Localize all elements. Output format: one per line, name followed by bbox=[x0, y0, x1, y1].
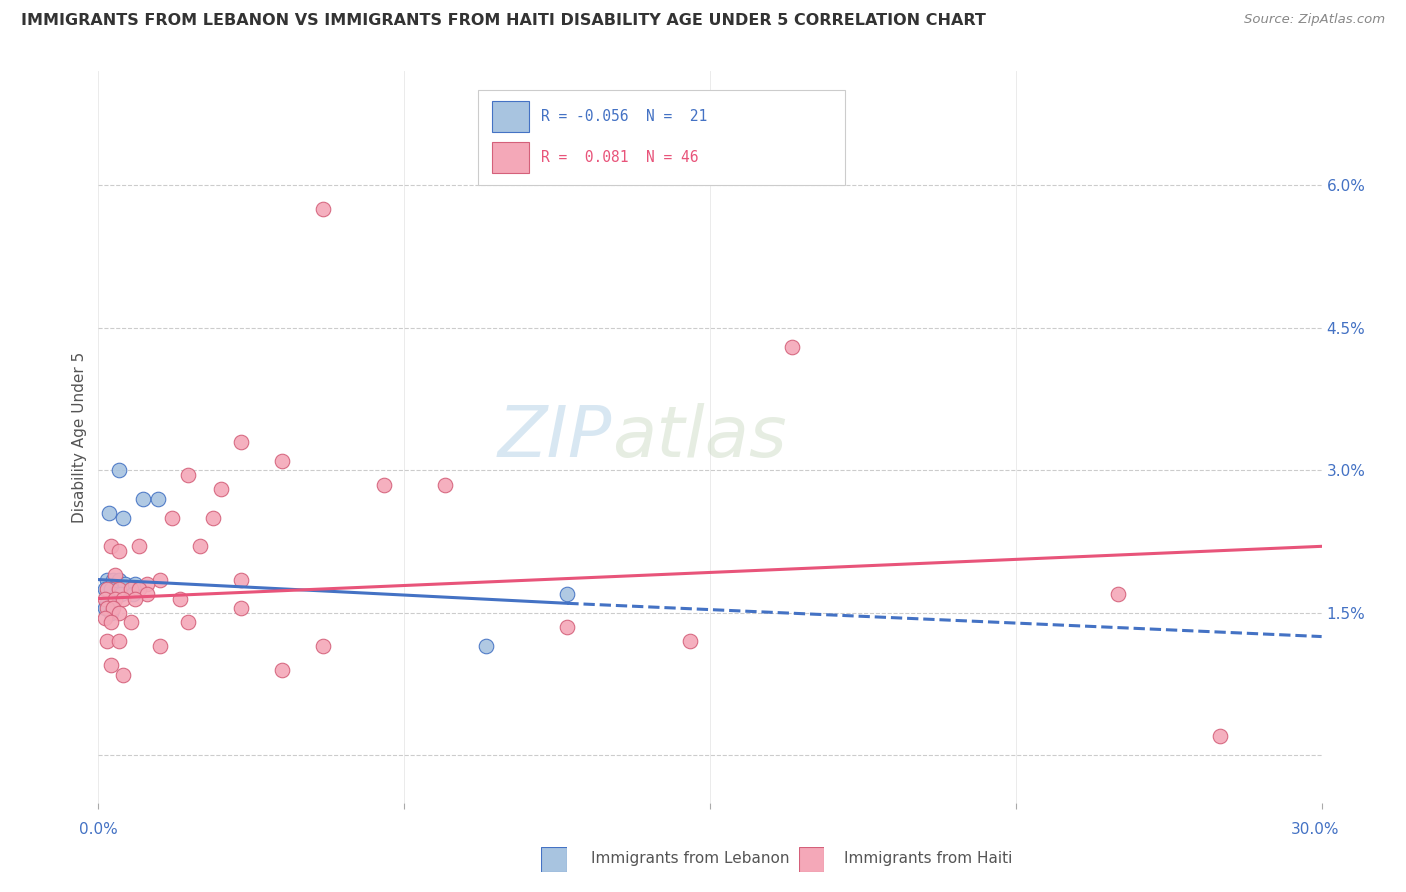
Point bbox=[97, 506, 120, 520]
Point bbox=[149, 639, 172, 653]
Point bbox=[93, 591, 115, 606]
Point bbox=[136, 577, 159, 591]
Point bbox=[780, 340, 803, 354]
Point bbox=[100, 658, 122, 673]
Point bbox=[209, 483, 232, 497]
Point bbox=[114, 577, 136, 591]
Point bbox=[111, 667, 134, 681]
Point bbox=[120, 615, 142, 630]
Point bbox=[108, 573, 131, 587]
Point bbox=[188, 539, 212, 553]
Point bbox=[100, 606, 122, 620]
Point bbox=[231, 573, 253, 587]
Point bbox=[120, 582, 142, 596]
Point bbox=[557, 587, 579, 601]
Point bbox=[108, 463, 131, 477]
Point bbox=[100, 582, 122, 596]
Point bbox=[146, 491, 169, 506]
Point bbox=[93, 582, 115, 596]
Point bbox=[93, 601, 115, 615]
Point bbox=[124, 577, 146, 591]
Point bbox=[231, 434, 253, 449]
Text: 0.0%: 0.0% bbox=[79, 822, 118, 837]
Point bbox=[474, 639, 498, 653]
Bar bbox=[492, 102, 529, 132]
Point bbox=[122, 587, 145, 601]
Point bbox=[149, 573, 172, 587]
Point bbox=[104, 567, 127, 582]
Point bbox=[100, 615, 122, 630]
Text: R =  0.081  N = 46: R = 0.081 N = 46 bbox=[541, 150, 699, 165]
Point bbox=[111, 591, 134, 606]
Point bbox=[160, 511, 183, 525]
Point bbox=[110, 587, 132, 601]
Point bbox=[201, 511, 224, 525]
Point bbox=[128, 539, 150, 553]
Point bbox=[101, 601, 124, 615]
Text: Immigrants from Haiti: Immigrants from Haiti bbox=[844, 851, 1012, 865]
Point bbox=[312, 202, 335, 216]
Point bbox=[270, 663, 294, 677]
Point bbox=[128, 582, 150, 596]
Y-axis label: Disability Age Under 5: Disability Age Under 5 bbox=[72, 351, 87, 523]
Text: IMMIGRANTS FROM LEBANON VS IMMIGRANTS FROM HAITI DISABILITY AGE UNDER 5 CORRELAT: IMMIGRANTS FROM LEBANON VS IMMIGRANTS FR… bbox=[21, 13, 986, 29]
Point bbox=[136, 587, 159, 601]
Point bbox=[101, 596, 124, 610]
Point bbox=[433, 477, 456, 491]
Point bbox=[108, 544, 131, 558]
Bar bbox=[492, 143, 529, 173]
Point bbox=[1208, 729, 1232, 743]
Point bbox=[557, 620, 579, 634]
Point bbox=[177, 615, 200, 630]
Point bbox=[96, 596, 118, 610]
Point bbox=[93, 610, 115, 624]
Point bbox=[108, 582, 131, 596]
Point bbox=[373, 477, 395, 491]
Point bbox=[108, 634, 131, 648]
Point bbox=[100, 539, 122, 553]
Point bbox=[96, 582, 118, 596]
Point bbox=[270, 454, 294, 468]
Point bbox=[105, 587, 128, 601]
Point bbox=[96, 634, 118, 648]
Point bbox=[312, 639, 335, 653]
Point bbox=[1107, 587, 1129, 601]
Text: Source: ZipAtlas.com: Source: ZipAtlas.com bbox=[1244, 13, 1385, 27]
Text: ZIP: ZIP bbox=[498, 402, 612, 472]
Point bbox=[111, 511, 134, 525]
Point bbox=[96, 601, 118, 615]
Point bbox=[679, 634, 702, 648]
Point bbox=[177, 468, 200, 483]
Point bbox=[169, 591, 191, 606]
Text: Immigrants from Lebanon: Immigrants from Lebanon bbox=[591, 851, 789, 865]
Point bbox=[132, 491, 155, 506]
FancyBboxPatch shape bbox=[478, 90, 845, 185]
Point bbox=[101, 573, 124, 587]
Point bbox=[96, 573, 118, 587]
Text: atlas: atlas bbox=[612, 402, 787, 472]
Point bbox=[108, 606, 131, 620]
Point bbox=[104, 591, 127, 606]
Text: 30.0%: 30.0% bbox=[1291, 822, 1339, 837]
Text: R = -0.056  N =  21: R = -0.056 N = 21 bbox=[541, 109, 707, 124]
Point bbox=[231, 601, 253, 615]
Point bbox=[124, 591, 146, 606]
